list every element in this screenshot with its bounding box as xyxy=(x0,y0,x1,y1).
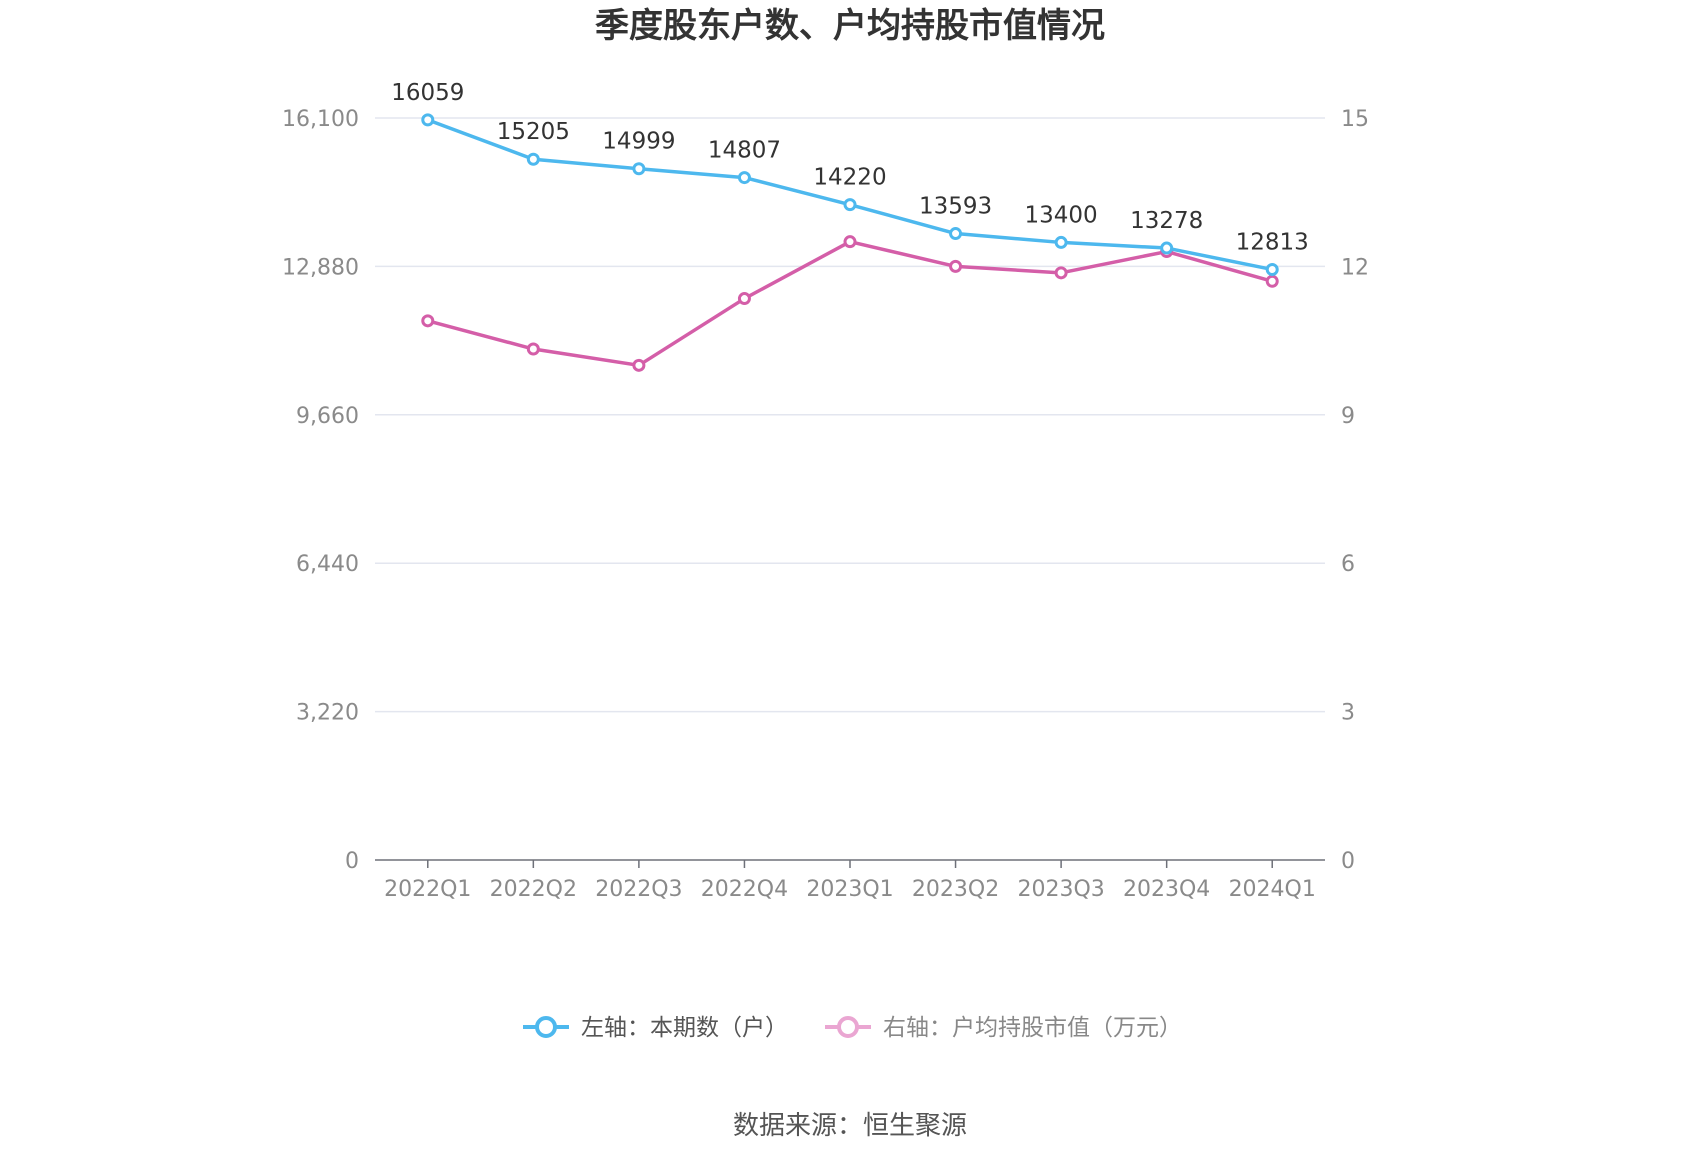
data-point[interactable] xyxy=(1160,241,1174,255)
legend: 左轴：本期数（户） 右轴：户均持股市值（万元） xyxy=(523,1015,1182,1041)
right-tick-label: 15 xyxy=(1341,107,1369,132)
x-tick-label: 2023Q4 xyxy=(1123,877,1210,902)
data-point[interactable] xyxy=(843,198,857,212)
data-point[interactable] xyxy=(949,259,963,273)
x-tick-label: 2022Q1 xyxy=(384,877,471,902)
legend-item-left-series[interactable]: 左轴：本期数（户） xyxy=(523,1015,788,1041)
x-axis: 2022Q1 2022Q2 2022Q3 2022Q4 2023Q1 2023Q2 2023… xyxy=(375,859,1325,902)
data-label: 14999 xyxy=(602,129,675,155)
right-tick-label: 12 xyxy=(1341,255,1369,280)
data-point[interactable] xyxy=(421,113,435,127)
x-tick-label: 2022Q2 xyxy=(490,877,577,902)
x-tick-label: 2022Q4 xyxy=(701,877,788,902)
series-right-avg-value xyxy=(421,235,1279,372)
right-tick-label: 3 xyxy=(1341,701,1355,726)
data-point[interactable] xyxy=(632,162,646,176)
legend-right-marker-icon xyxy=(837,1016,859,1038)
data-label: 15205 xyxy=(497,119,570,145)
right-tick-label: 6 xyxy=(1341,552,1355,577)
legend-left-label: 左轴：本期数（户） xyxy=(581,1015,788,1041)
data-label: 14220 xyxy=(813,165,886,191)
left-tick-label: 3,220 xyxy=(296,701,359,726)
series-layer xyxy=(421,113,1279,372)
data-labels: 16059 15205 14999 14807 14220 13593 13400 13278… xyxy=(391,80,1309,256)
series-left-holders xyxy=(421,113,1279,276)
data-point[interactable] xyxy=(949,227,963,241)
x-tick-label: 2023Q3 xyxy=(1017,877,1104,902)
data-label: 14807 xyxy=(708,138,781,164)
left-tick-label: 9,660 xyxy=(296,404,359,429)
left-tick-label: 12,880 xyxy=(282,255,359,280)
data-label: 13400 xyxy=(1025,202,1098,228)
series-line xyxy=(427,239,1273,368)
x-tick-label: 2024Q1 xyxy=(1229,877,1316,902)
x-tick-label: 2023Q1 xyxy=(806,877,893,902)
chart-title: 季度股东户数、户均持股市值情况 xyxy=(595,6,1105,46)
data-point[interactable] xyxy=(526,342,540,356)
left-tick-label: 0 xyxy=(345,849,359,874)
right-axis-ticks: 0 3 6 9 12 15 xyxy=(1341,107,1369,874)
data-source: 数据来源：恒生聚源 xyxy=(733,1111,967,1141)
left-tick-label: 6,440 xyxy=(296,552,359,577)
legend-left-marker-icon xyxy=(535,1016,557,1038)
right-tick-label: 0 xyxy=(1341,849,1355,874)
legend-right-label: 右轴：户均持股市值（万元） xyxy=(883,1015,1182,1041)
data-point[interactable] xyxy=(737,292,751,306)
data-point[interactable] xyxy=(1265,274,1279,288)
gridlines xyxy=(375,117,1325,713)
data-label: 13593 xyxy=(919,194,992,220)
x-tick-label: 2022Q3 xyxy=(595,877,682,902)
left-axis-ticks: 0 3,220 6,440 9,660 12,880 16,100 xyxy=(282,107,359,874)
data-label: 12813 xyxy=(1236,229,1309,255)
x-tick-label: 2023Q2 xyxy=(912,877,999,902)
data-label: 16059 xyxy=(391,80,464,106)
data-point[interactable] xyxy=(526,152,540,166)
data-point[interactable] xyxy=(1265,262,1279,276)
data-point[interactable] xyxy=(421,314,435,328)
right-tick-label: 9 xyxy=(1341,404,1355,429)
data-label: 13278 xyxy=(1130,208,1203,234)
data-point[interactable] xyxy=(737,171,751,185)
data-point[interactable] xyxy=(1054,235,1068,249)
data-point[interactable] xyxy=(1054,266,1068,280)
data-point[interactable] xyxy=(632,358,646,372)
left-tick-label: 16,100 xyxy=(282,107,359,132)
legend-item-right-series[interactable]: 右轴：户均持股市值（万元） xyxy=(825,1015,1182,1041)
data-point[interactable] xyxy=(843,235,857,249)
